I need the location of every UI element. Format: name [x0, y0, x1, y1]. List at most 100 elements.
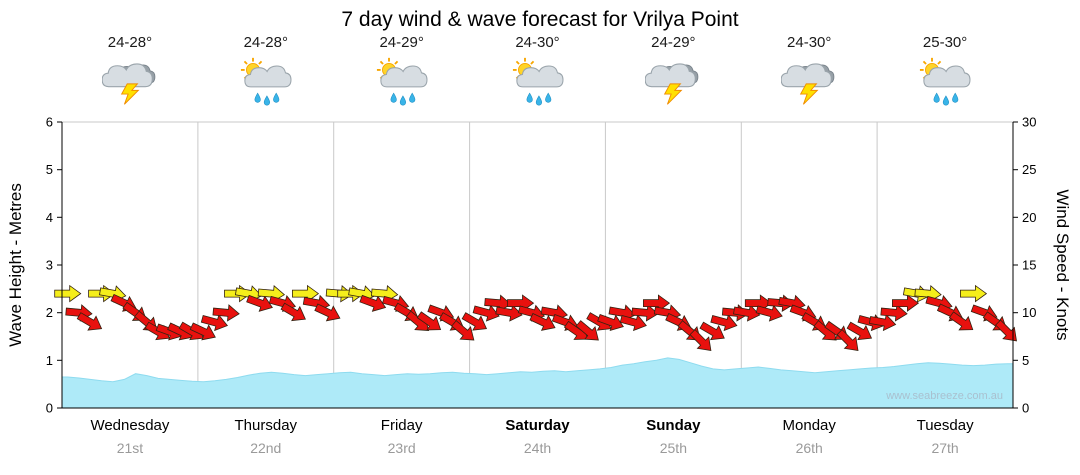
left-axis-tick-label: 0: [46, 401, 53, 416]
wind-arrow: [472, 304, 500, 322]
day-date: 27th: [931, 440, 959, 456]
wind-arrow: [960, 284, 988, 303]
wind-arrow: [246, 294, 273, 312]
day-labels-row: Wednesday 21st Thursday 22nd Friday 23rd Satur…: [62, 417, 1013, 456]
cloud: [244, 65, 292, 88]
cloud: [515, 65, 564, 88]
wind-arrow: [689, 329, 712, 351]
raindrops: [933, 92, 959, 106]
day-name: Thursday: [234, 417, 298, 434]
day-label-wednesday: Wednesday 21st: [62, 417, 198, 456]
wind-arrow: [76, 312, 103, 331]
day-label-monday: Monday 26th: [741, 417, 877, 456]
left-axis-tick-label: 5: [46, 162, 53, 177]
day-temp-range: 24-29°: [651, 34, 696, 51]
day-column-sunday: 24-29°: [605, 34, 741, 113]
sun-showers-icon: [240, 57, 292, 106]
right-axis-title: Wind Speed - Knots: [1053, 189, 1072, 341]
days-header: 24-28° 24-28° 24-29° 24-30° 24-29° 24-30° 25-3…: [62, 34, 1013, 113]
wind-arrow: [868, 313, 897, 332]
wind-arrow: [631, 304, 659, 322]
chart-canvas: 0 1 2 3 4 5 6 0 5 10 15 20 25 30 www.seabreeze.com.au: [46, 115, 1037, 416]
left-axis-tick-label: 2: [46, 305, 53, 320]
day-name: Sunday: [646, 417, 701, 434]
left-axis-tick-label: 3: [46, 258, 53, 273]
day-weather: [644, 56, 701, 113]
left-axis-tick-label: 4: [46, 210, 53, 225]
wind-arrow: [846, 321, 873, 341]
day-label-sunday: Sunday 25th: [605, 417, 741, 456]
wind-arrow: [619, 314, 647, 332]
wind-arrow: [710, 314, 738, 332]
front-cloud: [780, 63, 833, 88]
front-cloud: [101, 63, 153, 88]
wind-arrow: [948, 311, 974, 331]
wind-arrow: [744, 294, 772, 312]
wind-arrow: [733, 304, 761, 322]
wind-arrow: [529, 313, 556, 331]
wind-arrow: [575, 320, 599, 341]
day-column-friday: 24-29°: [334, 34, 470, 113]
wind-arrow: [200, 314, 229, 332]
raindrops: [254, 92, 280, 106]
day-date: 24th: [523, 440, 552, 456]
wind-arrow: [280, 302, 306, 322]
day-column-tuesday: 25-30°: [877, 34, 1013, 113]
wind-arrow: [416, 311, 442, 331]
front-cloud: [644, 63, 697, 88]
wind-arrow: [451, 320, 475, 341]
sun-showers-icon: [376, 57, 428, 106]
day-weather: [101, 56, 158, 113]
day-weather: [238, 56, 294, 113]
day-name: Monday: [782, 417, 836, 434]
day-column-thursday: 24-28°: [198, 34, 334, 113]
page-title: 7 day wind & wave forecast for Vrilya Po…: [341, 8, 739, 31]
right-axis-tick-label: 20: [1022, 210, 1036, 225]
lightning-bolt: [664, 83, 683, 105]
right-axis-tick-label: 0: [1022, 401, 1029, 416]
thunderstorm-icon: [101, 63, 156, 105]
day-weather: [917, 56, 973, 113]
right-axis-tick-label: 30: [1022, 115, 1036, 130]
wind-arrow: [461, 312, 488, 331]
sun-showers-icon: [512, 57, 564, 106]
day-name: Wednesday: [90, 417, 170, 434]
wind-arrow: [892, 294, 920, 312]
raindrops: [390, 92, 415, 106]
wind-arrow: [359, 294, 387, 312]
wind-arrow: [54, 284, 82, 303]
day-label-thursday: Thursday 22nd: [198, 417, 334, 456]
day-weather: [510, 56, 566, 113]
day-weather: [374, 56, 430, 113]
wind-arrow: [507, 294, 535, 312]
sun-showers-icon: [920, 57, 971, 106]
wind-arrow: [643, 294, 671, 312]
left-axis-tick-label: 6: [46, 115, 53, 130]
right-axis-tick-label: 10: [1022, 305, 1036, 320]
raindrops: [526, 92, 551, 106]
day-date: 21st: [116, 440, 144, 456]
day-label-saturday: Saturday 24th: [470, 417, 606, 456]
wind-arrow: [495, 304, 523, 322]
wind-arrow: [995, 319, 1017, 342]
day-date: 22nd: [250, 440, 282, 456]
day-date: 26th: [795, 440, 823, 456]
right-axis-tick-label: 25: [1022, 162, 1036, 177]
wind-arrow: [484, 294, 512, 312]
thunderstorm-icon: [780, 63, 835, 105]
day-date: 23rd: [387, 440, 416, 456]
day-temp-range: 24-30°: [515, 34, 560, 51]
wind-arrow: [699, 321, 725, 341]
cloud: [923, 65, 971, 88]
thunderstorm-icon: [644, 63, 699, 105]
day-temp-range: 24-28°: [243, 34, 288, 51]
day-label-tuesday: Tuesday 27th: [877, 417, 1013, 456]
right-axis-tick-label: 5: [1022, 353, 1029, 368]
wind-arrow: [291, 284, 320, 303]
day-column-monday: 24-30°: [741, 34, 877, 113]
day-column-saturday: 24-30°: [470, 34, 606, 113]
lightning-bolt: [800, 83, 819, 105]
day-temp-range: 24-28°: [107, 34, 153, 51]
left-axis-title: Wave Height - Metres: [6, 183, 25, 347]
